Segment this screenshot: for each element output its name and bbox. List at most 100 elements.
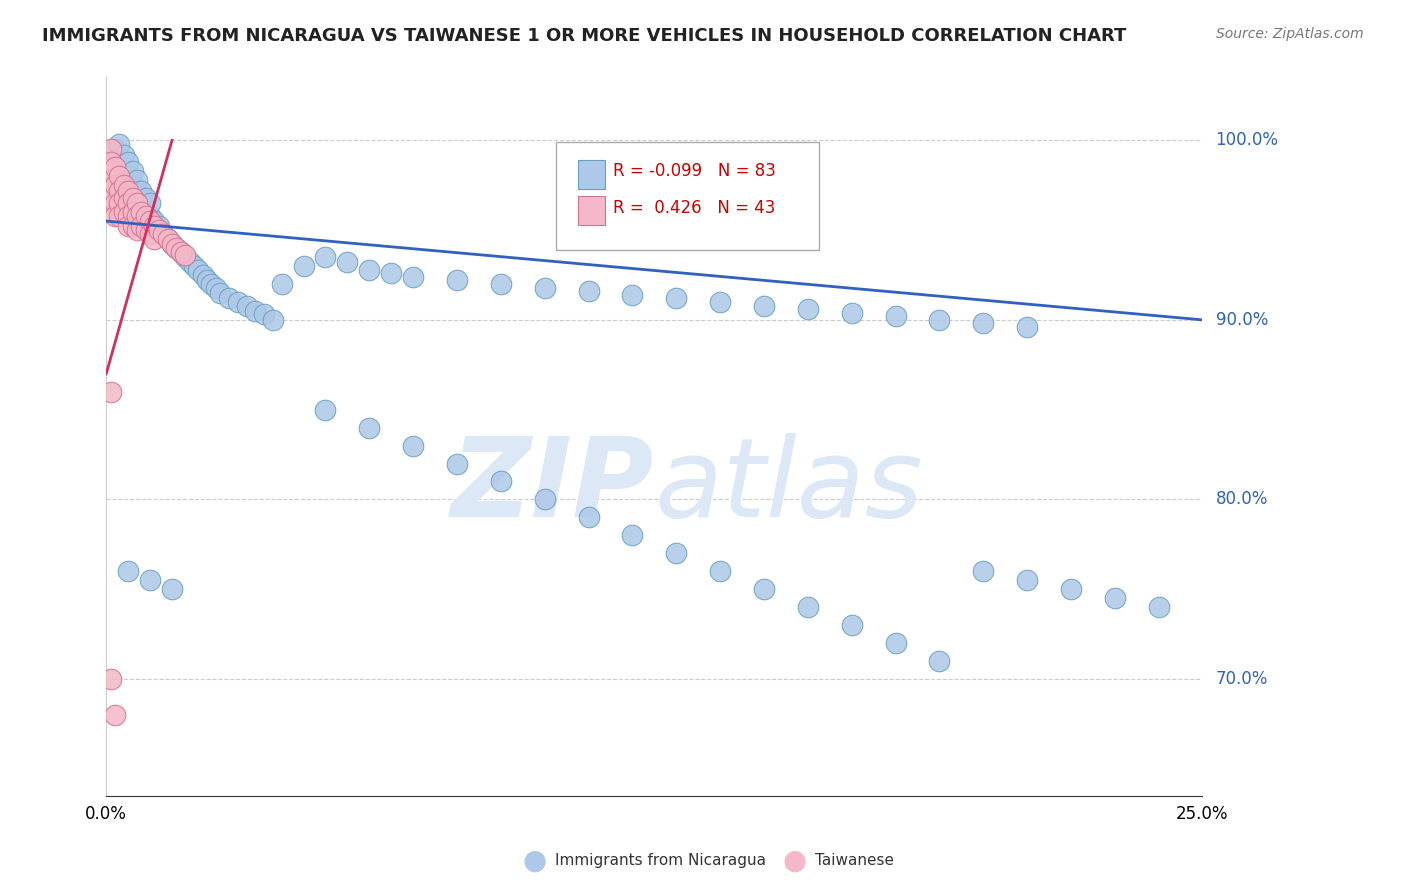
FancyBboxPatch shape [578,160,605,189]
Point [125,196,148,211]
Point [100,173,122,187]
Point [359,420,381,434]
Point [709,564,731,578]
Text: ●: ● [522,847,547,875]
Point [533,492,555,507]
Point [135,205,157,219]
Point [191,268,214,282]
Point [160,237,183,252]
Point [117,184,139,198]
Point [152,227,174,241]
Point [100,191,122,205]
Point [200,277,222,291]
FancyBboxPatch shape [578,196,605,225]
Point [139,227,162,241]
Point [156,232,179,246]
Point [121,191,143,205]
Text: 80.0%: 80.0% [1216,491,1268,508]
Point [336,255,359,269]
Point [533,280,555,294]
Point [148,223,170,237]
Point [752,582,775,597]
Point [121,178,143,193]
Point [235,298,257,312]
Point [928,313,950,327]
Point [112,178,135,193]
Point [125,209,148,223]
Point [121,219,143,234]
Point [152,227,174,241]
Point [135,209,157,223]
Point [165,241,187,255]
Point [108,136,131,151]
Point [972,317,994,331]
Point [665,291,688,305]
Point [104,178,127,193]
Point [1060,582,1083,597]
Point [446,273,468,287]
Point [446,457,468,471]
Point [112,160,135,174]
Point [112,205,135,219]
Point [841,618,863,632]
Point [139,209,162,223]
Point [170,244,193,259]
FancyBboxPatch shape [555,142,818,250]
Text: IMMIGRANTS FROM NICARAGUA VS TAIWANESE 1 OR MORE VEHICLES IN HOUSEHOLD CORRELATI: IMMIGRANTS FROM NICARAGUA VS TAIWANESE 1… [42,27,1126,45]
Point [262,313,284,327]
Text: ●: ● [782,847,807,875]
Point [489,475,512,489]
Point [218,291,240,305]
Point [135,223,157,237]
Point [841,306,863,320]
Point [174,248,197,262]
Point [665,546,688,560]
Point [108,151,131,165]
Point [183,259,205,273]
Point [489,277,512,291]
Point [621,528,644,542]
Point [143,232,166,246]
Point [884,636,907,650]
Point [314,402,336,417]
Point [108,209,131,223]
Point [104,196,127,211]
Point [104,142,127,156]
Point [104,708,127,723]
Point [135,191,157,205]
Point [797,600,820,615]
Point [752,298,775,312]
Point [170,244,193,259]
Point [179,255,201,269]
Point [402,439,425,453]
Point [884,310,907,324]
Point [125,173,148,187]
Point [108,169,131,184]
Point [1015,574,1038,588]
Point [253,308,276,322]
Point [292,259,315,273]
Point [972,564,994,578]
Point [1147,600,1170,615]
Point [139,214,162,228]
Point [226,294,249,309]
Point [117,219,139,234]
Point [131,219,153,234]
Text: R =  0.426   N = 43: R = 0.426 N = 43 [613,199,775,217]
Point [156,232,179,246]
Point [112,191,135,205]
Point [174,250,197,264]
Text: 70.0%: 70.0% [1216,670,1268,688]
Point [621,287,644,301]
Point [709,294,731,309]
Text: atlas: atlas [654,434,922,541]
Point [100,384,122,399]
Point [380,266,402,280]
Point [108,184,131,198]
Text: ZIP: ZIP [451,434,654,541]
Point [160,237,183,252]
Point [125,187,148,202]
Point [245,304,267,318]
Point [402,269,425,284]
Point [143,214,166,228]
